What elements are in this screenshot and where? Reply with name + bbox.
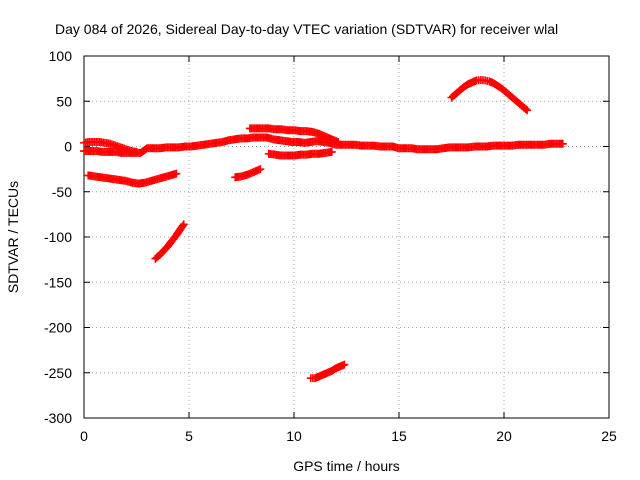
y-tick-label: 100 xyxy=(49,48,73,64)
data-arc xyxy=(151,220,188,263)
x-tick-label: 10 xyxy=(286,428,302,444)
x-tick-label: 5 xyxy=(185,428,193,444)
axis-ticks: 0 5 10 15 20 25 -300 -250 -200 -150 -100 -50 0 50 100 xyxy=(44,48,617,444)
x-tick-label: 15 xyxy=(391,428,407,444)
data-arc xyxy=(231,165,265,182)
y-tick-label: -150 xyxy=(44,274,72,290)
chart-title: Day 084 of 2026, Sidereal Day-to-day VTE… xyxy=(55,21,558,37)
data-arc xyxy=(80,133,567,157)
data-point xyxy=(179,220,188,229)
x-axis-label: GPS time / hours xyxy=(293,458,400,474)
y-tick-label: 50 xyxy=(56,93,72,109)
data-point xyxy=(334,137,343,146)
x-tick-label: 0 xyxy=(80,428,88,444)
data-point xyxy=(327,147,336,156)
data-point xyxy=(132,147,141,156)
data-arc xyxy=(245,124,343,146)
data-arc xyxy=(306,360,349,383)
data-point xyxy=(558,139,567,148)
data-arc xyxy=(264,147,336,160)
data-point xyxy=(172,169,181,178)
data-arc xyxy=(447,75,532,115)
data-point xyxy=(523,106,532,115)
data-arc xyxy=(80,137,141,156)
x-tick-label: 25 xyxy=(601,428,617,444)
data-point xyxy=(521,105,530,114)
y-tick-label: 0 xyxy=(64,139,72,155)
y-tick-label: -100 xyxy=(44,229,72,245)
data-point xyxy=(340,360,349,369)
data-point xyxy=(256,165,265,174)
y-tick-label: -300 xyxy=(44,410,72,426)
data-point xyxy=(178,221,187,230)
y-tick-label: -250 xyxy=(44,365,72,381)
x-tick-label: 20 xyxy=(496,428,512,444)
y-axis-label: SDTVAR / TECUs xyxy=(5,181,21,293)
data-points xyxy=(80,75,567,383)
y-tick-label: -200 xyxy=(44,320,72,336)
grid-lines xyxy=(84,56,609,418)
y-tick-label: -50 xyxy=(52,184,72,200)
data-arc xyxy=(84,169,181,188)
